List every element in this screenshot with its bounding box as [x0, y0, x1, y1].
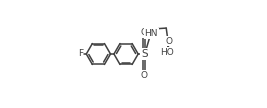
Text: HN: HN [144, 29, 158, 38]
Text: F: F [78, 49, 83, 59]
Text: S: S [141, 49, 148, 59]
Text: O: O [141, 28, 148, 37]
Text: O: O [141, 71, 148, 80]
Text: HO: HO [160, 48, 174, 57]
Text: O: O [165, 37, 172, 46]
